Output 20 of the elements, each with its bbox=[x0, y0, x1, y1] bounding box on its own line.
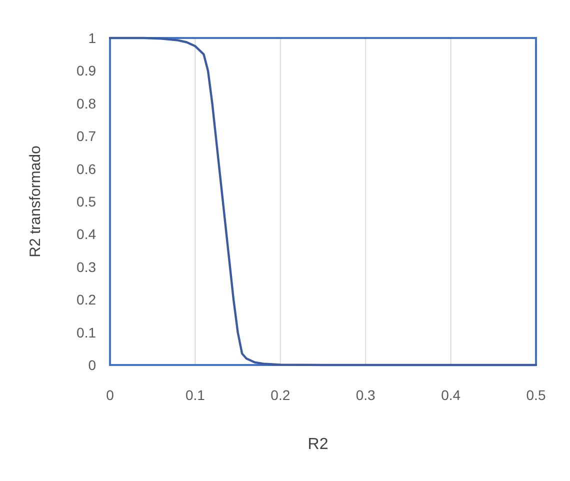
x-tick-label: 0 bbox=[106, 387, 114, 403]
y-tick-label: 0.7 bbox=[76, 128, 96, 144]
y-tick-label: 0.2 bbox=[76, 292, 96, 308]
x-tick-label: 0.4 bbox=[441, 387, 461, 403]
y-tick-label: 0 bbox=[88, 357, 96, 373]
y-tick-label: 0.3 bbox=[76, 258, 96, 275]
y-tick-label: 0.6 bbox=[76, 160, 96, 177]
y-tick-label: 0.9 bbox=[76, 62, 96, 79]
y-axis-title: R2 transformado bbox=[27, 146, 44, 258]
x-tick-label: 0.2 bbox=[270, 387, 290, 403]
line-series bbox=[108, 36, 538, 366]
y-tick-label: 0.1 bbox=[76, 324, 96, 340]
x-tick-label: 0.1 bbox=[185, 387, 206, 403]
y-tick-label: 0.8 bbox=[76, 95, 96, 112]
x-axis-title: R2 bbox=[308, 436, 328, 453]
y-tick-label: 0.4 bbox=[76, 226, 96, 242]
y-tick-label: 0.5 bbox=[76, 194, 96, 210]
x-tick-label: 0.5 bbox=[526, 387, 546, 403]
x-tick-label: 0.3 bbox=[356, 387, 376, 403]
y-tick-label: 1 bbox=[88, 30, 96, 46]
